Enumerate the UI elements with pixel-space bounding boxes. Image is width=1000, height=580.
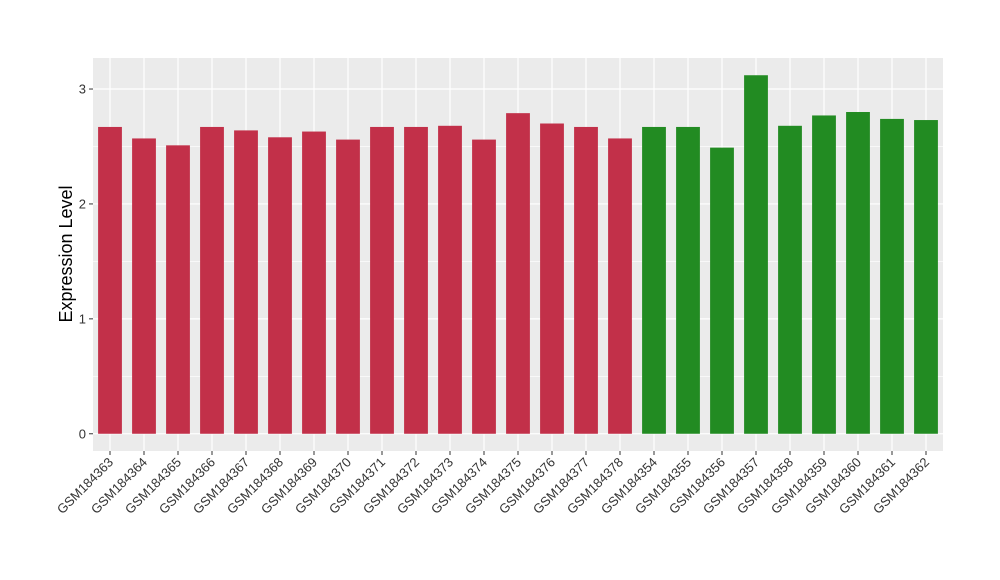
- bar: [268, 137, 292, 434]
- bar: [914, 120, 938, 434]
- y-axis: 0 1 2 3: [79, 82, 93, 441]
- bar: [574, 126, 598, 434]
- bar: [98, 126, 122, 434]
- bar: [200, 126, 224, 434]
- y-axis-title: Expression Level: [56, 185, 76, 322]
- bar: [744, 75, 768, 434]
- bar: [778, 125, 802, 434]
- bar: [166, 145, 190, 434]
- bar: [336, 139, 360, 434]
- y-tick-label: 2: [79, 196, 86, 211]
- y-tick-label: 1: [79, 311, 86, 326]
- bar: [812, 115, 836, 434]
- bar: [438, 125, 462, 434]
- bar: [642, 126, 666, 434]
- bar: [404, 126, 428, 434]
- bar-series: [98, 75, 938, 434]
- bar: [676, 126, 700, 434]
- bar: [540, 123, 564, 434]
- bar: [608, 138, 632, 434]
- y-tick-label: 3: [79, 82, 86, 97]
- y-tick-label: 0: [79, 426, 86, 441]
- bar: [846, 112, 870, 434]
- bar: [234, 130, 258, 434]
- bar: [880, 118, 904, 434]
- bar: [370, 126, 394, 434]
- bar: [506, 113, 530, 434]
- bar: [472, 139, 496, 434]
- bar: [302, 131, 326, 434]
- x-axis: GSM184363GSM184364GSM184365GSM184366GSM1…: [54, 451, 932, 517]
- bar: [132, 138, 156, 434]
- bar: [710, 147, 734, 434]
